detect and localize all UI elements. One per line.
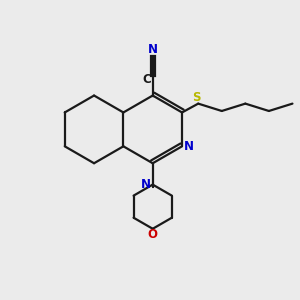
Text: S: S <box>193 91 201 103</box>
Text: N: N <box>141 178 151 191</box>
Text: O: O <box>148 228 158 241</box>
Text: C: C <box>142 73 151 86</box>
Text: N: N <box>148 44 158 56</box>
Text: N: N <box>184 140 194 153</box>
